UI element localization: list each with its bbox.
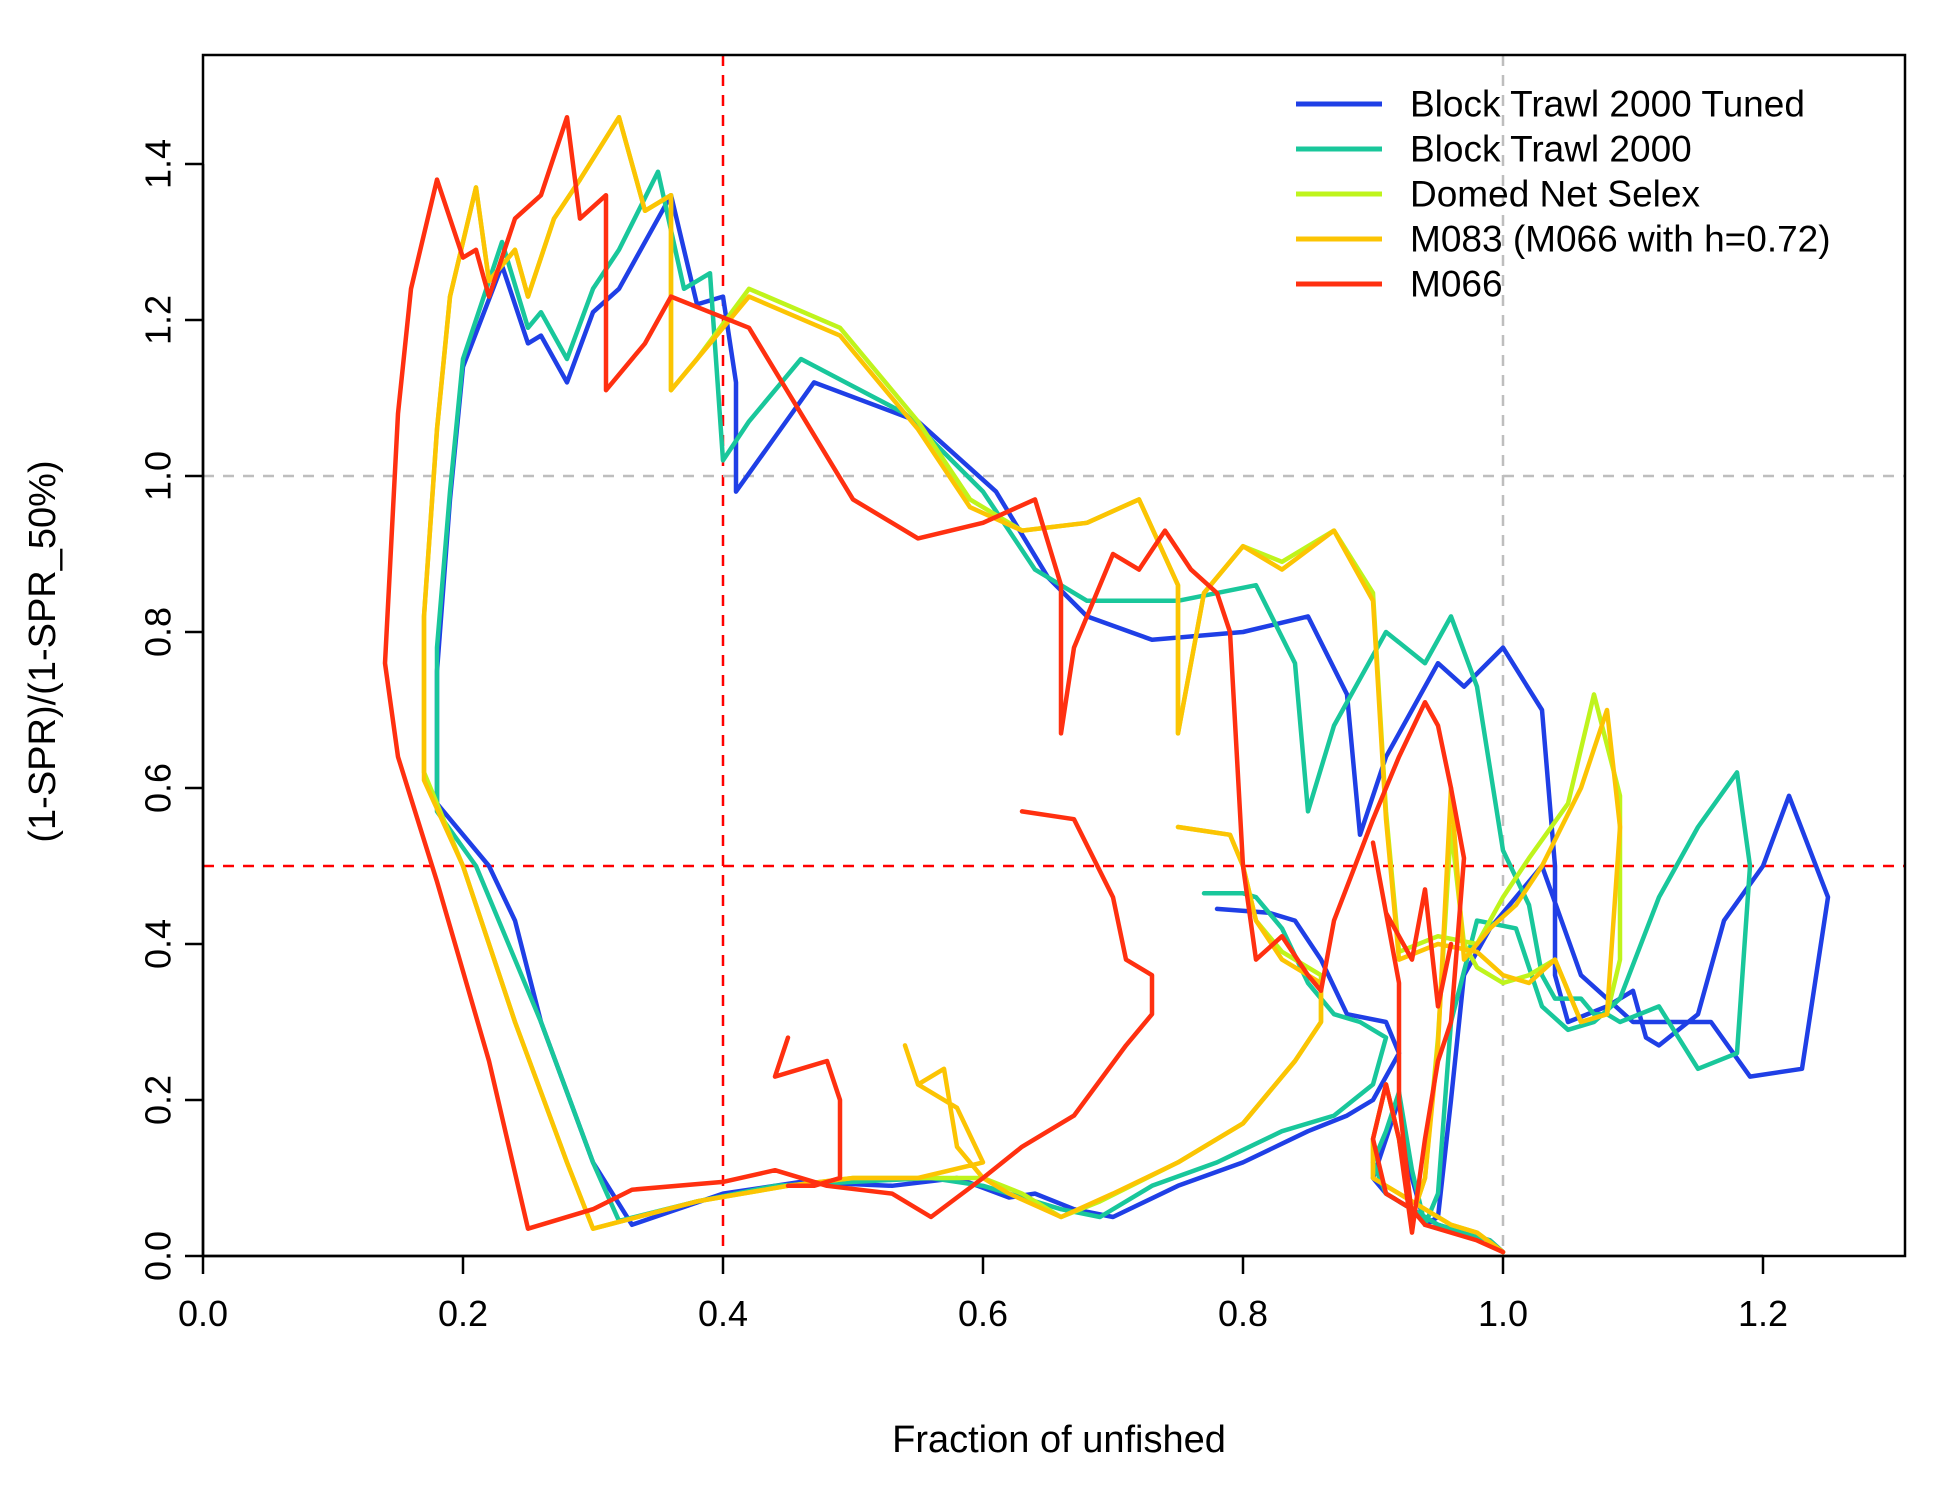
legend-label: Domed Net Selex <box>1410 174 1700 215</box>
x-tick-label: 0.6 <box>958 1293 1008 1334</box>
x-axis-title: Fraction of unfished <box>892 1419 1226 1461</box>
x-tick-label: 1.0 <box>1478 1293 1528 1334</box>
series-line-4 <box>382 114 1506 1255</box>
x-tick-label: 1.2 <box>1738 1293 1788 1334</box>
x-tick-label: 0.4 <box>698 1293 748 1334</box>
y-tick-label: 0.6 <box>138 763 179 813</box>
series-line-3 <box>421 114 1623 1255</box>
x-tick-label: 0.2 <box>438 1293 488 1334</box>
legend-label: M083 (M066 with h=0.72) <box>1410 219 1831 260</box>
y-tick-label: 0.8 <box>138 607 179 657</box>
series-lines <box>382 114 1831 1255</box>
y-axis: 0.0 0.2 0.4 0.6 0.8 1.0 1.2 1.4 <box>138 139 205 1281</box>
series-line-6 <box>1370 840 1454 1220</box>
y-tick-label: 0.0 <box>138 1231 179 1281</box>
y-tick-label: 0.2 <box>138 1075 179 1125</box>
y-tick-label: 0.4 <box>138 919 179 969</box>
x-axis: 0.0 0.2 0.4 0.6 0.8 1.0 1.2 <box>178 1254 1788 1334</box>
y-tick-label: 1.4 <box>138 139 179 189</box>
legend-label: Block Trawl 2000 Tuned <box>1410 84 1805 125</box>
y-axis-title: (1-SPR)/(1-SPR_50%) <box>22 460 64 842</box>
x-tick-label: 0.8 <box>1218 1293 1268 1334</box>
x-tick-label: 0.0 <box>178 1293 228 1334</box>
legend-label: M066 <box>1410 264 1503 305</box>
series-line-5 <box>772 1035 843 1189</box>
y-tick-label: 1.0 <box>138 451 179 501</box>
legend-label: Block Trawl 2000 <box>1410 129 1692 170</box>
y-tick-label: 1.2 <box>138 295 179 345</box>
